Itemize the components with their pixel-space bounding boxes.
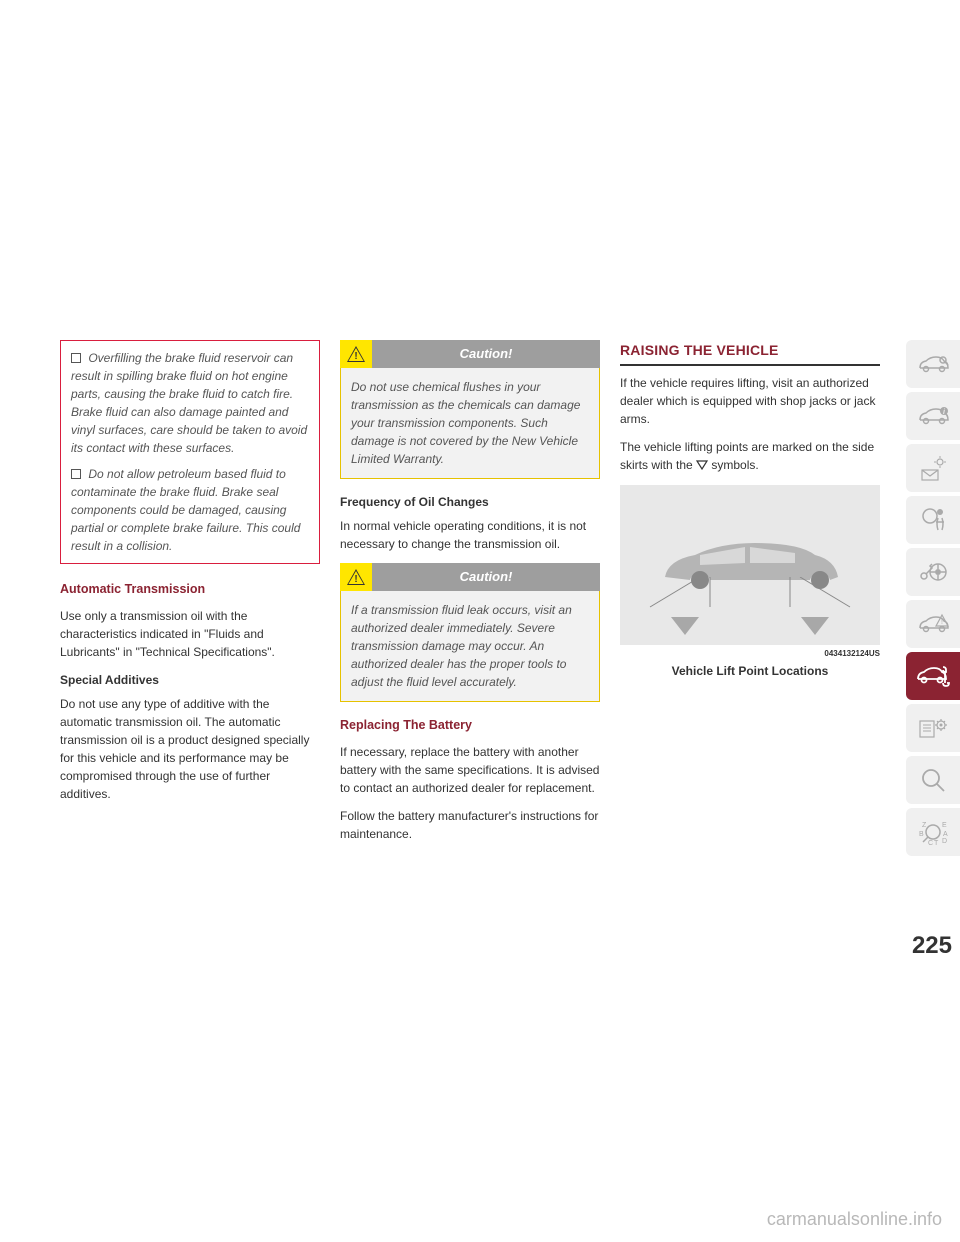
subheading-auto-transmission: Automatic Transmission	[60, 580, 320, 599]
lift-lines-icon	[620, 577, 880, 617]
warning-item: Do not allow petroleum based fluid to co…	[71, 465, 309, 555]
body-paragraph: Use only a transmission oil with the cha…	[60, 607, 320, 661]
sidebar-tab-4[interactable]	[906, 548, 960, 596]
sidebar-tab-1[interactable]: i	[906, 392, 960, 440]
bold-subheading: Frequency of Oil Changes	[340, 493, 600, 511]
car-search-icon	[916, 352, 950, 376]
sun-mail-icon	[916, 454, 950, 482]
column-1: Overfilling the brake fluid reservoir ca…	[60, 340, 320, 853]
sidebar-tab-3[interactable]	[906, 496, 960, 544]
svg-text:B: B	[919, 831, 924, 838]
sidebar-tab-0[interactable]	[906, 340, 960, 388]
caution-body: If a transmission fluid leak occurs, vis…	[340, 591, 600, 702]
caution-body: Do not use chemical flushes in your tran…	[340, 368, 600, 479]
page-number: 225	[912, 932, 952, 960]
sidebar-tab-5[interactable]: !	[906, 600, 960, 648]
footer-watermark: carmanualsonline.info	[767, 1209, 942, 1230]
triangle-down-icon	[696, 457, 708, 475]
warning-text: Do not allow petroleum based fluid to co…	[71, 467, 300, 553]
caution-header: ! Caution!	[340, 340, 600, 368]
sidebar-tab-9[interactable]: ZB EA C DT	[906, 808, 960, 856]
checkbox-icon	[71, 469, 81, 479]
car-warning-icon: !	[916, 612, 950, 636]
index-icon: ZB EA C DT	[916, 818, 950, 846]
page-content: Overfilling the brake fluid reservoir ca…	[0, 0, 960, 853]
caution-block: ! Caution! If a transmission fluid leak …	[340, 563, 600, 702]
section-heading-raising: RAISING THE VEHICLE	[620, 340, 880, 366]
caution-header: ! Caution!	[340, 563, 600, 591]
airbag-icon	[916, 506, 950, 534]
caution-label: Caution!	[372, 340, 600, 368]
checkbox-icon	[71, 353, 81, 363]
column-2: ! Caution! Do not use chemical flushes i…	[340, 340, 600, 853]
lift-arrows	[620, 617, 880, 635]
svg-text:!: !	[354, 574, 357, 585]
car-info-icon: i	[916, 404, 950, 428]
svg-text:T: T	[934, 840, 939, 846]
caution-icon: !	[340, 340, 372, 368]
svg-text:Z: Z	[922, 822, 927, 829]
caution-block: ! Caution! Do not use chemical flushes i…	[340, 340, 600, 479]
svg-text:D: D	[942, 838, 947, 845]
bold-subheading: Special Additives	[60, 671, 320, 689]
search-icon	[919, 766, 947, 794]
body-paragraph: Do not use any type of additive with the…	[60, 695, 320, 803]
sidebar-tab-8[interactable]	[906, 756, 960, 804]
warning-box: Overfilling the brake fluid reservoir ca…	[60, 340, 320, 564]
body-paragraph: Follow the battery manufacturer's instru…	[340, 807, 600, 843]
body-paragraph: In normal vehicle operating conditions, …	[340, 517, 600, 553]
svg-text:E: E	[942, 822, 947, 829]
caution-icon: !	[340, 563, 372, 591]
body-paragraph: If necessary, replace the battery with a…	[340, 743, 600, 797]
subheading-battery: Replacing The Battery	[340, 716, 600, 735]
sidebar-tab-2[interactable]	[906, 444, 960, 492]
figure-lift-points	[620, 485, 880, 645]
spec-gear-icon	[916, 715, 950, 741]
sidebar-tab-6-active[interactable]	[906, 652, 960, 700]
car-wrench-icon	[915, 663, 951, 689]
warning-item: Overfilling the brake fluid reservoir ca…	[71, 349, 309, 457]
body-paragraph: The vehicle lifting points are marked on…	[620, 438, 880, 475]
sidebar-tab-7[interactable]	[906, 704, 960, 752]
figure-id: 0434132124US	[620, 648, 880, 660]
svg-text:!: !	[941, 619, 943, 626]
triangle-down-icon	[671, 617, 699, 635]
svg-text:A: A	[943, 831, 948, 838]
warning-text: Overfilling the brake fluid reservoir ca…	[71, 351, 307, 455]
sidebar-nav: i ! ZB EA C DT	[906, 340, 960, 856]
column-3: RAISING THE VEHICLE If the vehicle requi…	[620, 340, 880, 853]
triangle-down-icon	[801, 617, 829, 635]
caution-label: Caution!	[372, 563, 600, 591]
figure-caption: Vehicle Lift Point Locations	[620, 662, 880, 680]
svg-text:C: C	[928, 840, 933, 846]
key-wheel-icon	[916, 558, 950, 586]
para-post: symbols.	[711, 458, 758, 472]
svg-text:!: !	[354, 351, 357, 362]
body-paragraph: If the vehicle requires lifting, visit a…	[620, 374, 880, 428]
